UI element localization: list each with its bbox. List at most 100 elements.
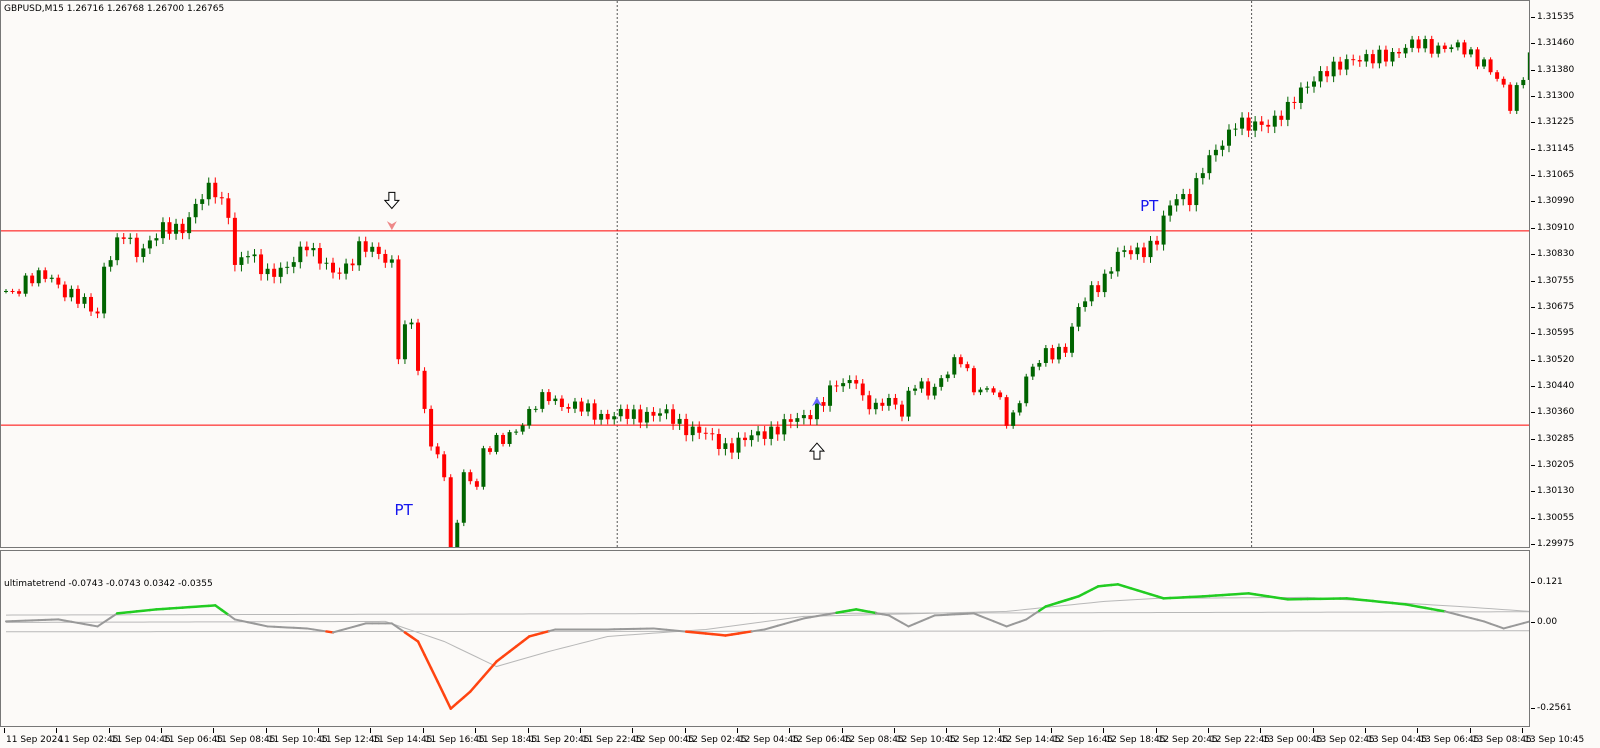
candle-body <box>180 223 185 234</box>
indicator-main-segment <box>456 696 466 705</box>
time-tick-label: 12 Sep 18:45 <box>1105 735 1166 745</box>
candle-body <box>1272 115 1277 127</box>
candle-body <box>1050 348 1055 360</box>
indicator-main-segment <box>757 628 766 632</box>
time-tick <box>422 728 424 733</box>
candle-body <box>684 418 689 436</box>
indicator-main-segment <box>214 604 224 612</box>
price-chart-pane[interactable]: GBPUSD,M15 1.26716 1.26768 1.26700 1.267… <box>0 0 1530 548</box>
time-tick <box>998 728 1000 733</box>
candle-body <box>1285 101 1290 120</box>
price-tick-label: 1.30440 <box>1537 380 1575 391</box>
candle-body <box>1475 49 1480 67</box>
time-tick-label: 11 Sep 2024 <box>6 735 64 745</box>
candle-body <box>376 246 381 254</box>
candle-body <box>625 408 630 419</box>
indicator-main-segment <box>338 627 348 632</box>
price-tick-label: 1.30205 <box>1537 459 1575 470</box>
candle-body <box>1115 251 1120 272</box>
indicator-main-segment <box>1456 613 1466 618</box>
time-tick-label: 12 Sep 22:45 <box>1210 735 1271 745</box>
price-tick-label: 1.31300 <box>1537 91 1575 102</box>
time-tick <box>4 728 5 733</box>
candle-body <box>1410 39 1415 48</box>
price-tick-label: 1.30755 <box>1537 275 1575 286</box>
time-tick-label: 11 Sep 12:45 <box>320 735 381 745</box>
candle-body <box>43 270 48 279</box>
candle-body <box>893 397 898 405</box>
time-tick <box>108 728 110 733</box>
candle-body <box>1089 285 1094 302</box>
candle-body <box>56 277 61 285</box>
indicator-main-segment <box>809 615 818 619</box>
candle-body <box>4 290 8 292</box>
candle-body <box>160 222 165 239</box>
candle-body <box>1063 346 1068 353</box>
candle-body <box>102 266 107 314</box>
candle-body <box>618 408 623 417</box>
candle-body <box>514 431 519 433</box>
indicator-main-segment <box>1496 625 1505 630</box>
upper-band-line <box>5 611 1529 616</box>
candle-body <box>1135 247 1140 255</box>
indicator-main-segment <box>90 624 99 628</box>
indicator-main-segment <box>403 631 413 639</box>
indicator-pane[interactable]: ultimatetrend -0.0743 -0.0743 0.0342 -0.… <box>0 550 1530 727</box>
time-tick-label: 12 Sep 20:45 <box>1157 735 1218 745</box>
time-tick <box>946 728 948 733</box>
indicator-main-segment <box>449 701 459 710</box>
candle-body <box>1357 60 1362 62</box>
candle-body <box>958 357 963 365</box>
time-tick-label: 13 Sep 06:45 <box>1419 735 1480 745</box>
candle-body <box>1318 71 1323 82</box>
candle-body <box>1423 39 1428 49</box>
candle-body <box>1403 47 1408 54</box>
candle-body <box>1246 117 1251 131</box>
time-tick-label: 13 Sep 00:45 <box>1262 735 1323 745</box>
price-tick-label: 1.31460 <box>1537 38 1575 49</box>
candle-body <box>1155 240 1160 245</box>
candle-body <box>847 380 852 384</box>
indicator-main-segment <box>776 622 786 627</box>
candle-body <box>187 217 192 234</box>
indicator-main-segment <box>246 621 256 625</box>
candle-body <box>1468 49 1473 55</box>
candle-body <box>1488 59 1493 73</box>
candle-body <box>115 237 120 261</box>
candle-body <box>108 260 113 267</box>
candle-body <box>671 409 676 424</box>
time-tick-label: 11 Sep 16:45 <box>424 735 485 745</box>
candle-body <box>1462 42 1467 55</box>
time-tick <box>1103 728 1105 733</box>
indicator-main-segment <box>1031 609 1041 617</box>
indicator-main-segment <box>475 675 485 686</box>
candle-body <box>1429 39 1434 54</box>
time-tick-label: 13 Sep 02:45 <box>1314 735 1375 745</box>
indicator-main-segment <box>672 629 681 632</box>
candle-body <box>409 322 414 325</box>
candle-body <box>579 401 584 412</box>
candle-body <box>1397 51 1402 54</box>
indicator-main-segment <box>743 630 753 634</box>
candle-body <box>749 435 754 441</box>
indicator-main-segment <box>501 650 511 658</box>
time-tick <box>161 728 163 733</box>
candle-body <box>1527 52 1529 80</box>
candle-body <box>631 409 636 419</box>
candle-body <box>285 266 290 268</box>
candle-body <box>291 262 296 267</box>
indicator-main-segment <box>1502 625 1512 630</box>
candle-body <box>370 246 375 252</box>
indicator-main-segment <box>351 624 361 629</box>
time-tick <box>1260 728 1262 733</box>
price-tick-label: 1.30830 <box>1537 249 1575 260</box>
candle-body <box>697 426 702 433</box>
indicator-main-segment <box>1443 610 1453 615</box>
candle-body <box>808 415 813 420</box>
indicator-main-segment <box>1437 608 1447 613</box>
candle-body <box>703 432 708 434</box>
candle-body <box>95 311 100 314</box>
candle-body <box>1200 173 1205 179</box>
indicator-main-segment <box>789 619 799 624</box>
candle-body <box>998 392 1003 398</box>
